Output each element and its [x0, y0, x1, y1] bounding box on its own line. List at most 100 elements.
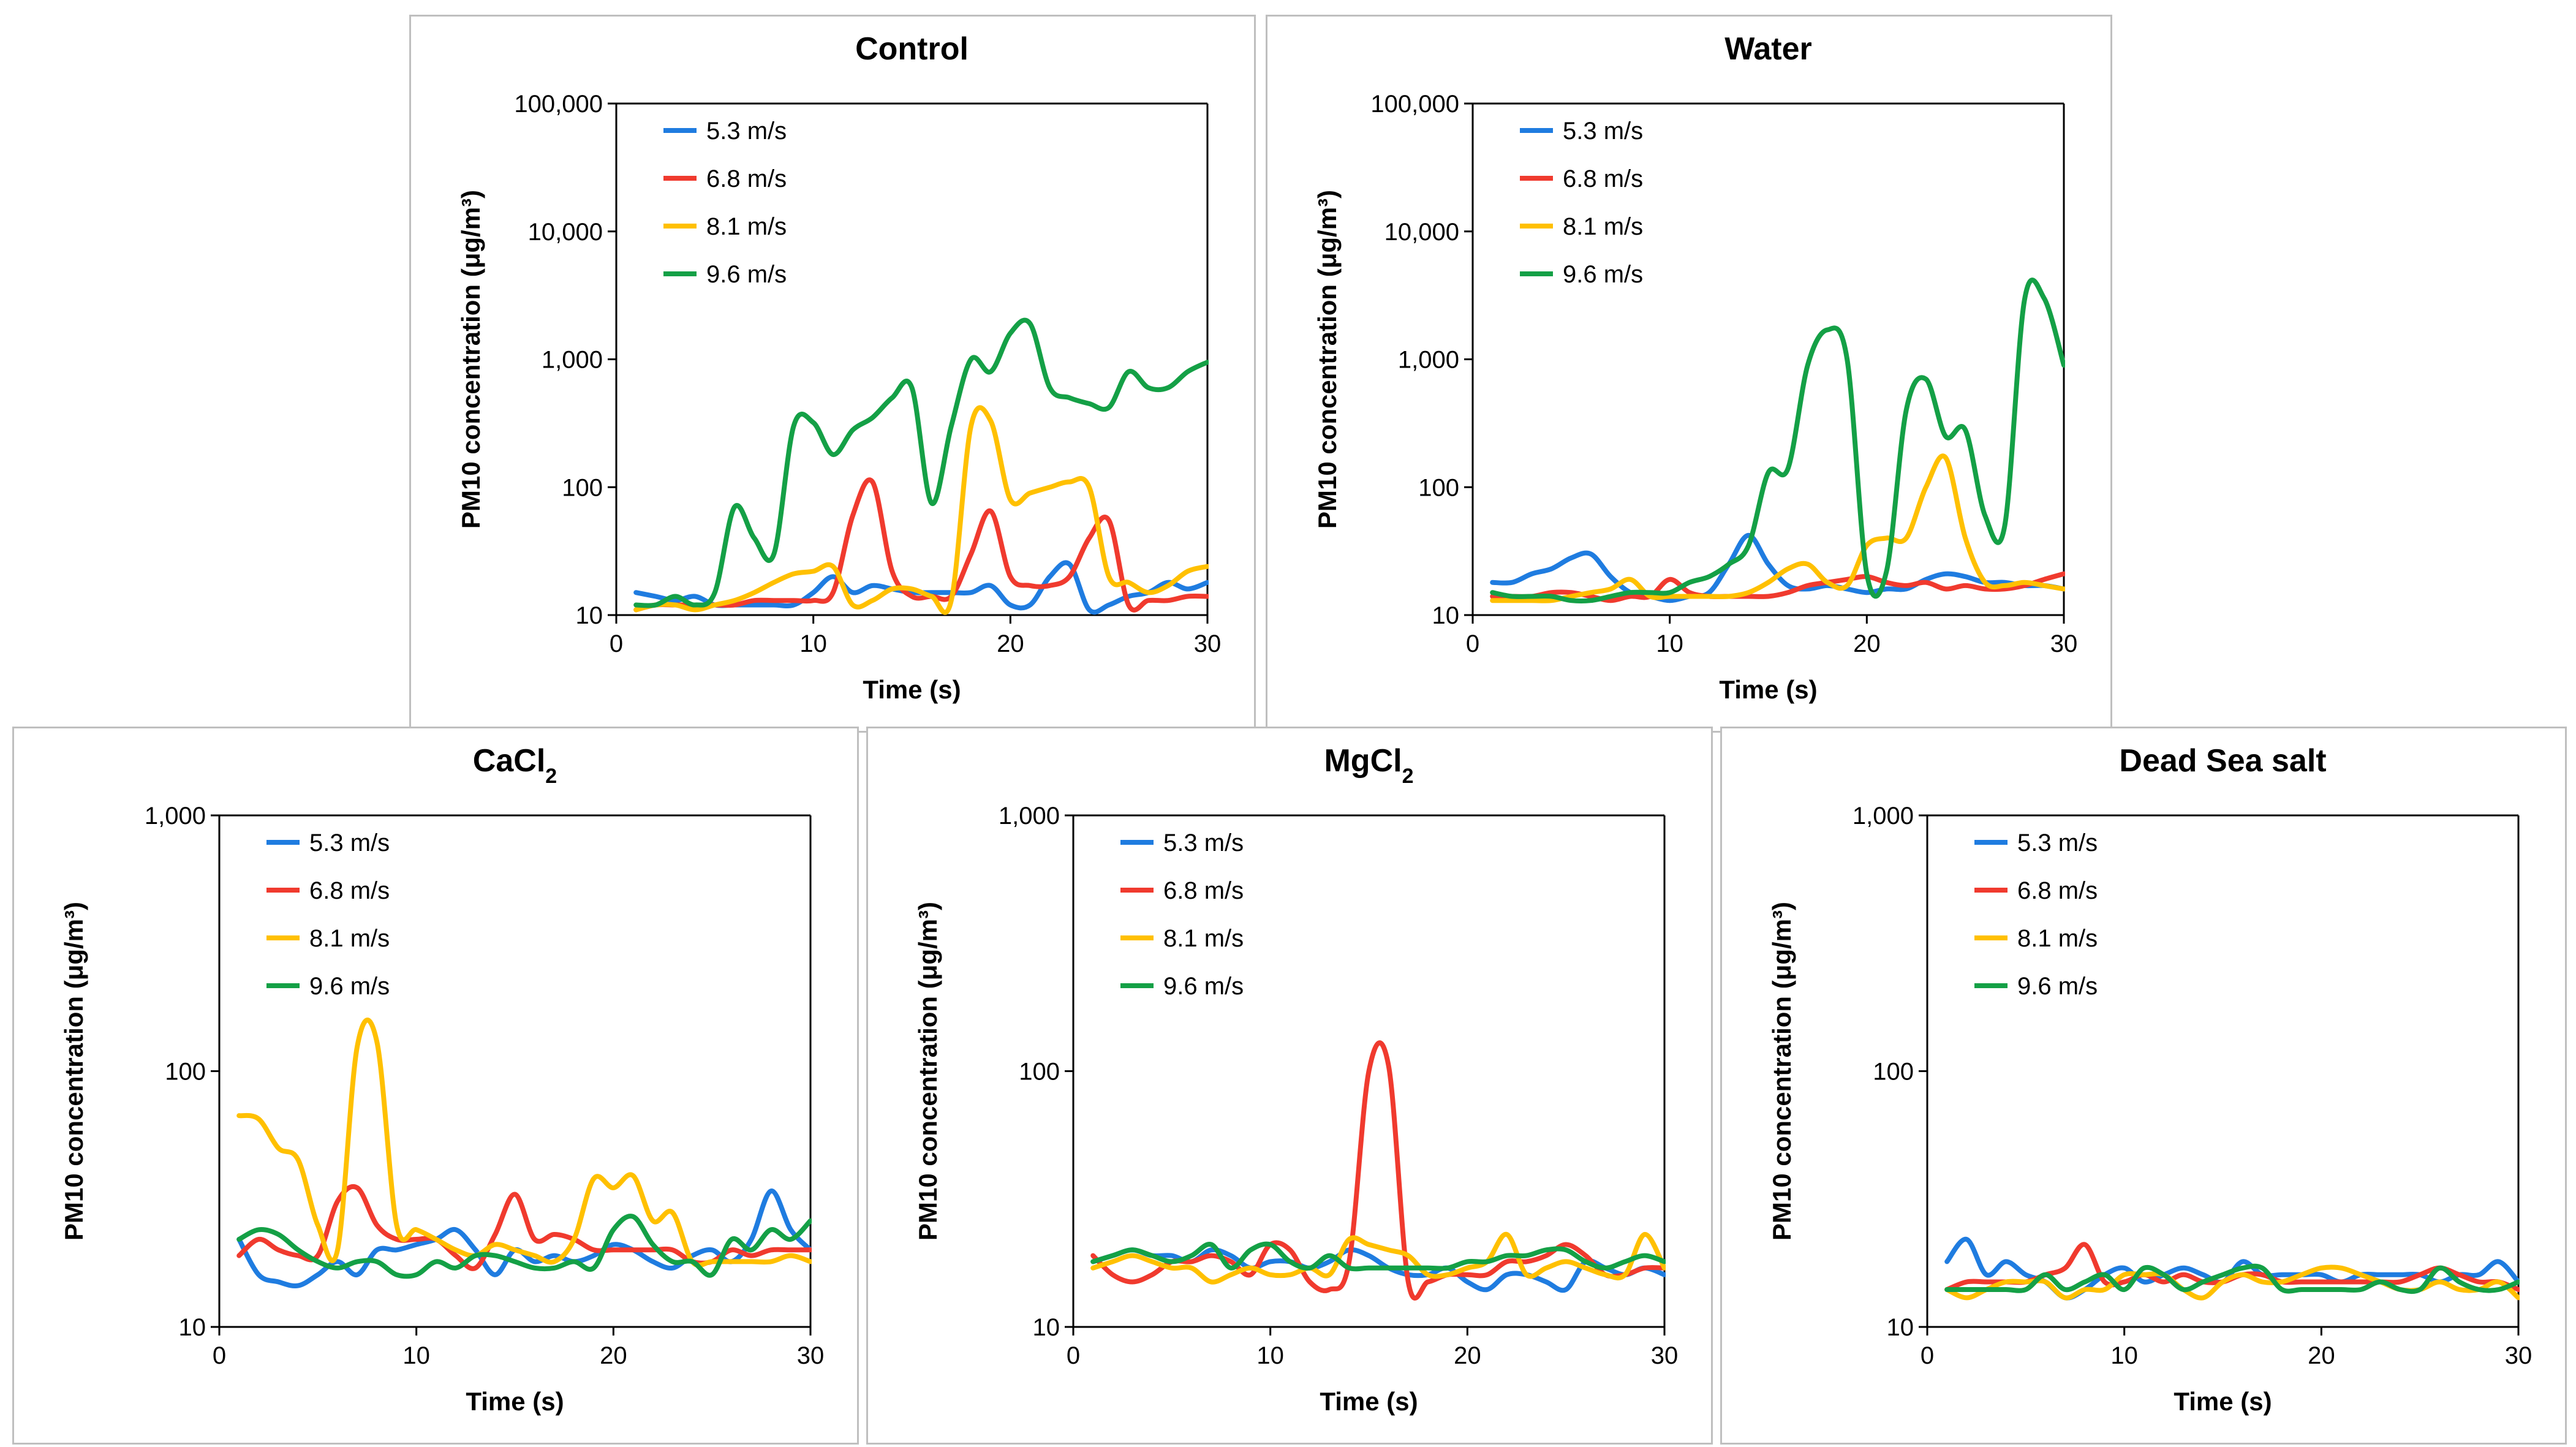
- series-group: [1490, 278, 2065, 604]
- y-axis-label: PM10 concentration (μg/m³): [59, 902, 88, 1241]
- chart-panel-water: Water 10 100 1,000 10,000 100,000 0 10 20 30 Time …: [1266, 15, 2112, 733]
- series-group: [1944, 1237, 2520, 1301]
- y-tick-label: 10: [1432, 602, 1460, 629]
- legend-label: 8.1 m/s: [309, 925, 390, 952]
- legend-label: 5.3 m/s: [2017, 829, 2098, 856]
- legend-label: 9.6 m/s: [706, 261, 787, 288]
- chart-mgcl2: MgCl2 10 100 1,000 0 10 20 30 Time (s) PM10 conce…: [913, 743, 1679, 1416]
- y-tick-label: 100: [1019, 1059, 1060, 1086]
- series-line-8-1-m-s: [633, 405, 1209, 615]
- legend-label: 6.8 m/s: [309, 877, 390, 904]
- x-tick-label: 0: [1466, 630, 1479, 657]
- y-tick-label: 100: [1418, 474, 1459, 501]
- series-line-6-8-m-s: [633, 477, 1209, 613]
- legend-label: 8.1 m/s: [1163, 925, 1244, 952]
- chart-title-text: MgCl: [1324, 743, 1402, 779]
- series-line-8-1-m-s: [1490, 453, 2065, 603]
- series-line-9-6-m-s: [1944, 1263, 2520, 1294]
- x-tick-label: 20: [2308, 1342, 2335, 1369]
- series-line-9-6-m-s: [633, 317, 1209, 608]
- chart-title: Water: [1724, 31, 1812, 67]
- chart-title-text: Control: [855, 31, 969, 67]
- legend-label: 9.6 m/s: [2017, 973, 2098, 1000]
- x-tick-label: 30: [1651, 1342, 1679, 1369]
- x-tick-label: 10: [402, 1342, 430, 1369]
- x-tick-label: 0: [213, 1342, 226, 1369]
- y-tick-label: 1,000: [542, 347, 603, 374]
- series-group: [236, 1018, 812, 1289]
- x-tick-label: 20: [997, 630, 1024, 657]
- y-tick-label: 1,000: [1853, 803, 1914, 829]
- legend-label: 6.8 m/s: [1563, 165, 1643, 192]
- x-tick-label: 20: [1853, 630, 1881, 657]
- x-tick-label: 10: [1256, 1342, 1284, 1369]
- x-tick-label: 30: [1194, 630, 1222, 657]
- chart-control: Control 10 100 1,000 10,000 100,000 0 10 20 30 Tim…: [456, 31, 1222, 704]
- chart-cacl2: CaCl2 10 100 1,000 0 10 20 30 Time (s) PM10 conce…: [59, 743, 825, 1416]
- y-axis-label: PM10 concentration (μg/m³): [913, 902, 942, 1241]
- chart-panel-mgcl2: MgCl2 10 100 1,000 0 10 20 30 Time (s) PM10 conce…: [866, 727, 1713, 1445]
- chart-panel-control: Control 10 100 1,000 10,000 100,000 0 10 20 30 Tim…: [409, 15, 1256, 733]
- y-tick-label: 1,000: [999, 803, 1060, 829]
- x-tick-label: 30: [2050, 630, 2078, 657]
- chart-title-text: Dead Sea salt: [2119, 743, 2326, 779]
- y-tick-label: 1,000: [1398, 347, 1459, 374]
- legend-label: 6.8 m/s: [2017, 877, 2098, 904]
- y-tick-label: 10,000: [1384, 219, 1459, 246]
- x-tick-label: 20: [1454, 1342, 1481, 1369]
- series-line-9-6-m-s: [1090, 1241, 1666, 1272]
- chart-title-subscript: 2: [1402, 765, 1414, 788]
- y-tick-label: 100,000: [514, 91, 603, 118]
- legend-label: 5.3 m/s: [309, 829, 390, 856]
- x-tick-label: 10: [1656, 630, 1683, 657]
- series-group: [1090, 1040, 1666, 1301]
- chart-title: CaCl2: [473, 743, 557, 788]
- x-tick-label: 0: [1067, 1342, 1080, 1369]
- series-line-6-8-m-s: [1490, 571, 2065, 603]
- legend-label: 5.3 m/s: [1563, 118, 1643, 145]
- y-tick-label: 10: [576, 602, 603, 629]
- x-tick-label: 0: [610, 630, 623, 657]
- y-tick-label: 1,000: [145, 803, 206, 829]
- y-axis-label: PM10 concentration (μg/m³): [1767, 902, 1796, 1241]
- x-tick-label: 10: [2110, 1342, 2138, 1369]
- legend-label: 5.3 m/s: [706, 118, 787, 145]
- x-tick-label: 30: [797, 1342, 825, 1369]
- chart-title: Dead Sea salt: [2119, 743, 2326, 779]
- legend-label: 9.6 m/s: [1563, 261, 1643, 288]
- y-tick-label: 100: [562, 474, 603, 501]
- y-axis-label: PM10 concentration (μg/m³): [456, 190, 485, 529]
- x-axis-label: Time (s): [2174, 1387, 2272, 1416]
- legend-label: 6.8 m/s: [706, 165, 787, 192]
- legend-label: 6.8 m/s: [1163, 877, 1244, 904]
- y-tick-label: 10: [1887, 1314, 1914, 1341]
- y-axis-label: PM10 concentration (μg/m³): [1313, 190, 1342, 529]
- x-tick-label: 20: [600, 1342, 627, 1369]
- x-tick-label: 10: [799, 630, 827, 657]
- chart-dead-sea-salt: Dead Sea salt 10 100 1,000 0 10 20 30 Time (s) PM…: [1767, 743, 2533, 1416]
- y-tick-label: 100: [1873, 1059, 1914, 1086]
- series-line-8-1-m-s: [236, 1018, 812, 1268]
- x-axis-label: Time (s): [1320, 1387, 1418, 1416]
- y-tick-label: 10: [179, 1314, 206, 1341]
- legend-label: 9.6 m/s: [309, 973, 390, 1000]
- x-axis-label: Time (s): [466, 1387, 564, 1416]
- x-axis-label: Time (s): [1719, 675, 1817, 704]
- legend-label: 8.1 m/s: [706, 213, 787, 240]
- series-line-8-1-m-s: [1090, 1232, 1666, 1285]
- chart-panel-dead-sea-salt: Dead Sea salt 10 100 1,000 0 10 20 30 Time (s) PM…: [1720, 727, 2567, 1445]
- y-tick-label: 100,000: [1370, 91, 1459, 118]
- legend-label: 8.1 m/s: [1563, 213, 1643, 240]
- chart-title-text: CaCl: [473, 743, 545, 779]
- series-group: [633, 317, 1209, 615]
- y-tick-label: 10,000: [528, 219, 603, 246]
- chart-panel-cacl2: CaCl2 10 100 1,000 0 10 20 30 Time (s) PM10 conce…: [12, 727, 859, 1445]
- y-tick-label: 100: [165, 1059, 206, 1086]
- x-tick-label: 30: [2505, 1342, 2533, 1369]
- y-tick-label: 10: [1033, 1314, 1060, 1341]
- series-line-9-6-m-s: [1490, 278, 2065, 604]
- chart-title: Control: [855, 31, 969, 67]
- series-line-9-6-m-s: [236, 1214, 812, 1279]
- chart-title-subscript: 2: [545, 765, 557, 788]
